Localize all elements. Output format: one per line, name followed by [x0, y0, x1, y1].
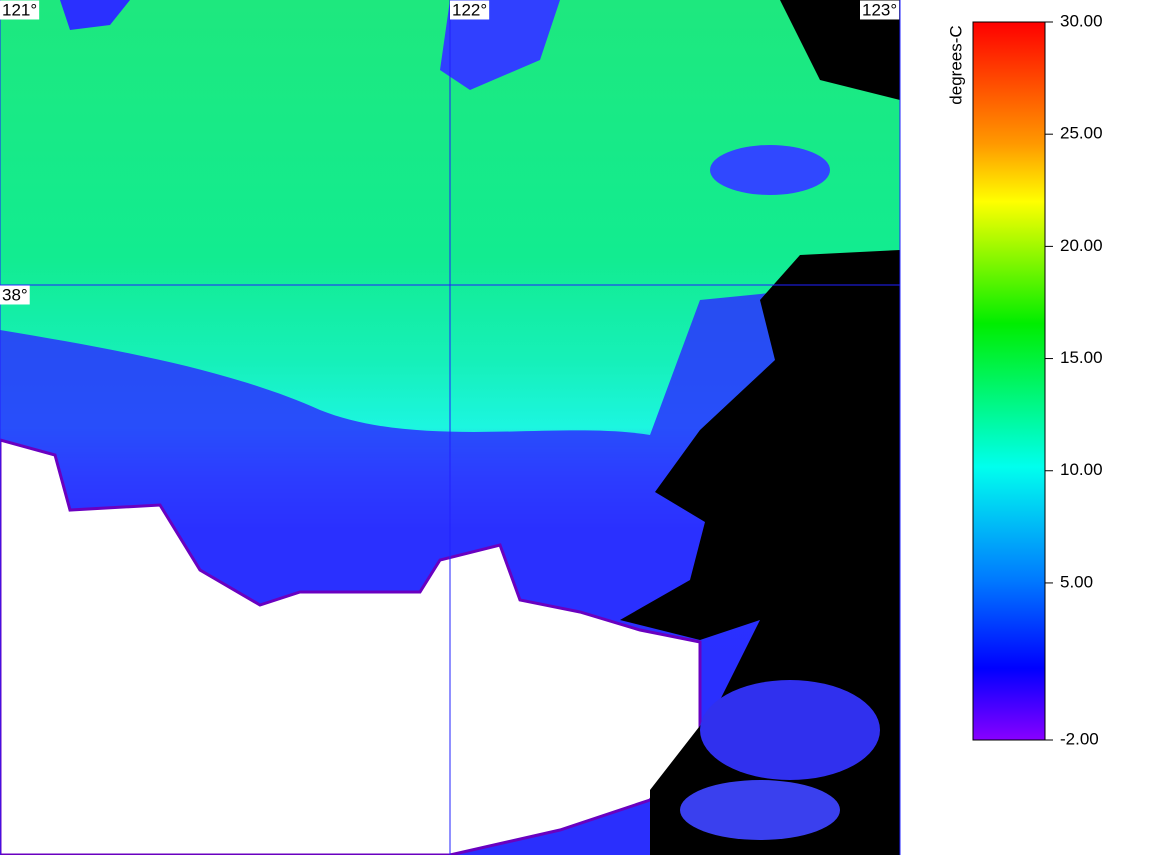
colorbar-tick-label: -2.00 [1060, 729, 1099, 748]
grid-label-bg [0, 285, 30, 305]
colorbar-label: degrees-C [946, 25, 965, 104]
cold-water [710, 145, 830, 195]
graticule: 121° 122° 123° 38° [0, 0, 901, 855]
grid-label-bg [0, 0, 40, 20]
cold-water [680, 780, 840, 840]
grid-label-bg [450, 0, 490, 20]
colorbar-tick-label: 5.00 [1060, 572, 1093, 591]
colorbar-tick-label: 25.00 [1060, 124, 1103, 143]
grid-label-bg [860, 0, 900, 20]
colorbar-tick-label: 15.00 [1060, 348, 1103, 367]
colorbar-tick-label: 10.00 [1060, 460, 1103, 479]
no-data-land [780, 0, 900, 100]
cold-water [60, 0, 130, 30]
cold-water [700, 680, 880, 780]
colorbar-tick-label: 30.00 [1060, 11, 1103, 30]
grid-label: 122° [452, 0, 487, 19]
grid-label: 123° [862, 0, 897, 19]
cold-water [440, 0, 560, 90]
land-mask [0, 438, 702, 855]
grid-label: 38° [2, 285, 28, 304]
colorbar-tick-label: 20.00 [1060, 236, 1103, 255]
grid-label: 121° [2, 0, 37, 19]
colorbar [972, 21, 1046, 741]
